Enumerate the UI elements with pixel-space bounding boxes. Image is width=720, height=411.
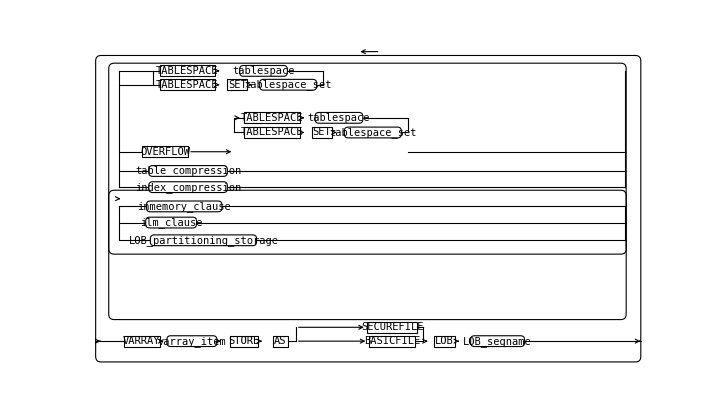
FancyBboxPatch shape [344, 127, 401, 138]
Text: VARRAY: VARRAY [123, 336, 161, 346]
Bar [244, 127, 300, 138]
Text: tablespace_set: tablespace_set [329, 127, 417, 138]
Text: tablespace_set: tablespace_set [244, 79, 332, 90]
Text: TABLESPACE: TABLESPACE [156, 66, 219, 76]
Bar [230, 336, 258, 346]
FancyBboxPatch shape [149, 182, 228, 192]
Bar [273, 336, 288, 346]
FancyBboxPatch shape [146, 201, 222, 212]
Text: TABLESPACE: TABLESPACE [240, 113, 303, 123]
Text: LOB_segname: LOB_segname [463, 336, 532, 346]
Text: TABLESPACE: TABLESPACE [156, 80, 219, 90]
Text: inmemory_clause: inmemory_clause [138, 201, 231, 212]
Bar [160, 65, 215, 76]
Text: SET: SET [312, 127, 331, 138]
Bar [228, 79, 248, 90]
Text: varray_item: varray_item [158, 336, 226, 346]
FancyBboxPatch shape [145, 217, 197, 228]
Text: SET: SET [228, 80, 247, 90]
Bar [433, 336, 455, 346]
Bar [369, 336, 415, 346]
Text: STORE: STORE [229, 336, 260, 346]
Text: OVERFLOW: OVERFLOW [140, 147, 190, 157]
Text: ilm_clause: ilm_clause [140, 217, 202, 228]
Text: table_compression: table_compression [135, 166, 241, 176]
Text: tablespace: tablespace [233, 66, 294, 76]
FancyBboxPatch shape [167, 336, 217, 346]
FancyBboxPatch shape [240, 65, 287, 76]
Bar [142, 146, 188, 157]
Text: LOB: LOB [435, 336, 454, 346]
Bar [160, 79, 215, 90]
Bar [312, 127, 332, 138]
FancyBboxPatch shape [471, 336, 525, 346]
FancyBboxPatch shape [150, 235, 256, 246]
FancyBboxPatch shape [315, 113, 363, 123]
Text: index_compression: index_compression [135, 182, 241, 193]
FancyBboxPatch shape [149, 166, 228, 176]
Text: LOB_partitioning_storage: LOB_partitioning_storage [128, 235, 279, 246]
Text: SECUREFILE: SECUREFILE [361, 322, 423, 332]
Bar [244, 113, 300, 123]
Text: TABLESPACE: TABLESPACE [240, 127, 303, 138]
FancyBboxPatch shape [260, 79, 317, 90]
Bar [367, 322, 417, 332]
Text: BASICFILE: BASICFILE [364, 336, 420, 346]
Text: tablespace: tablespace [307, 113, 370, 123]
Text: AS: AS [274, 336, 287, 346]
Bar [124, 336, 160, 346]
